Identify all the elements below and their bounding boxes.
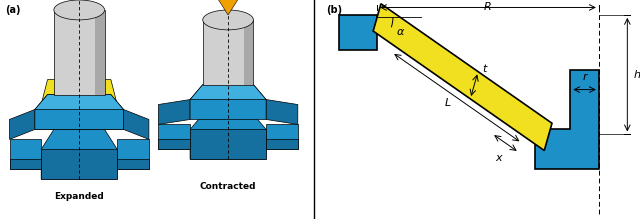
- Polygon shape: [266, 100, 298, 124]
- Polygon shape: [203, 20, 253, 85]
- Polygon shape: [212, 0, 244, 15]
- Polygon shape: [117, 139, 149, 169]
- Text: t: t: [482, 64, 486, 74]
- Text: h: h: [634, 70, 640, 80]
- Bar: [339, 15, 377, 50]
- Polygon shape: [266, 139, 298, 149]
- Polygon shape: [10, 139, 41, 169]
- Polygon shape: [266, 124, 298, 149]
- Text: Contracted: Contracted: [200, 182, 257, 191]
- Polygon shape: [190, 129, 266, 159]
- Polygon shape: [190, 85, 266, 119]
- Text: r: r: [582, 72, 587, 82]
- Text: R: R: [484, 2, 492, 12]
- Polygon shape: [41, 149, 117, 179]
- Polygon shape: [244, 20, 253, 85]
- Polygon shape: [373, 4, 552, 150]
- Polygon shape: [95, 10, 104, 95]
- Polygon shape: [536, 70, 599, 169]
- Text: (b): (b): [326, 5, 342, 15]
- Polygon shape: [159, 139, 190, 149]
- Polygon shape: [190, 115, 266, 159]
- Text: Expanded: Expanded: [54, 192, 104, 201]
- Text: x: x: [495, 153, 502, 163]
- Polygon shape: [190, 85, 266, 100]
- Ellipse shape: [54, 0, 104, 20]
- Polygon shape: [159, 124, 190, 149]
- Text: L: L: [444, 98, 451, 108]
- Polygon shape: [159, 100, 190, 124]
- Polygon shape: [35, 95, 124, 129]
- Text: (a): (a): [4, 5, 20, 15]
- Polygon shape: [10, 159, 41, 169]
- Polygon shape: [124, 110, 149, 139]
- Polygon shape: [41, 129, 117, 179]
- Polygon shape: [35, 95, 124, 110]
- Polygon shape: [10, 110, 35, 139]
- Text: $\alpha$: $\alpha$: [396, 27, 405, 37]
- Polygon shape: [117, 159, 149, 169]
- Polygon shape: [54, 10, 104, 95]
- Ellipse shape: [203, 10, 253, 30]
- Polygon shape: [203, 85, 247, 115]
- Polygon shape: [35, 80, 124, 129]
